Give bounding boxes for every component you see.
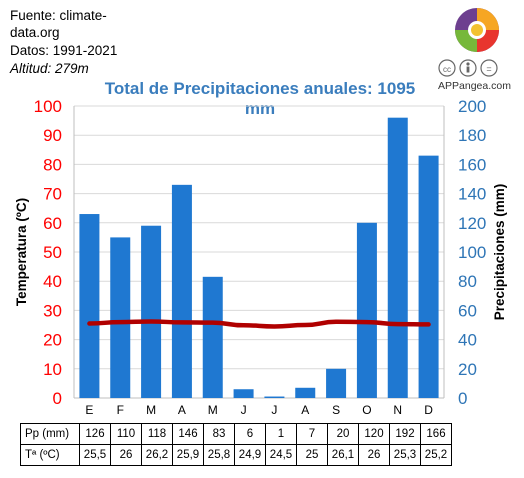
left-tick-label: 80 <box>43 155 62 174</box>
precip-bar <box>356 222 377 398</box>
cell-temp: 26,1 <box>327 444 359 466</box>
left-tick-label: 10 <box>43 360 62 379</box>
cell-pp: 110 <box>110 423 142 445</box>
month-label: J <box>271 403 277 417</box>
cell-pp: 146 <box>172 423 204 445</box>
right-tick-label: 100 <box>458 243 486 262</box>
month-label: N <box>393 403 402 417</box>
precip-bar <box>295 387 316 398</box>
cell-temp: 25,8 <box>203 444 235 466</box>
precip-bar <box>233 389 254 398</box>
source-line-2: data.org <box>10 25 60 40</box>
data-table: Pp (mm) 126 110 118 146 83 6 1 7 20 120 … <box>20 423 452 466</box>
left-tick-label: 100 <box>34 97 62 116</box>
right-tick-label: 200 <box>458 97 486 116</box>
header-pp: Pp (mm) <box>20 423 80 445</box>
month-label: A <box>301 403 309 417</box>
left-tick-label: 0 <box>53 389 62 408</box>
chart-title: Total de Precipitaciones anuales: 1095 m… <box>104 79 416 118</box>
precip-bar <box>79 214 100 398</box>
cell-temp: 25,5 <box>79 444 111 466</box>
right-tick-label: 20 <box>458 360 477 379</box>
month-label: J <box>241 403 247 417</box>
cell-pp: 118 <box>141 423 173 445</box>
left-tick-label: 20 <box>43 331 62 350</box>
right-tick-label: 140 <box>458 185 486 204</box>
precip-bar <box>110 237 131 398</box>
table-row-pp: Pp (mm) 126 110 118 146 83 6 1 7 20 120 … <box>20 423 452 445</box>
brand-label: APPangea.com <box>438 80 511 92</box>
month-label: M <box>208 403 218 417</box>
precip-bar <box>202 276 223 398</box>
precip-bar <box>387 117 408 399</box>
month-label: O <box>362 403 371 417</box>
month-label: F <box>117 403 124 417</box>
month-label: S <box>332 403 340 417</box>
right-tick-label: 160 <box>458 155 486 174</box>
cell-temp: 26 <box>110 444 142 466</box>
header-temp: Tª (ºC) <box>20 444 80 466</box>
cell-pp: 1 <box>265 423 297 445</box>
cell-pp: 20 <box>327 423 359 445</box>
right-tick-label: 40 <box>458 331 477 350</box>
cell-pp: 83 <box>203 423 235 445</box>
cell-temp: 26,2 <box>141 444 173 466</box>
left-tick-label: 30 <box>43 301 62 320</box>
month-label: A <box>178 403 186 417</box>
precip-bar <box>264 396 285 398</box>
temperature-line <box>87 319 431 329</box>
right-tick-label: 120 <box>458 214 486 233</box>
cell-temp: 26 <box>358 444 390 466</box>
altitude: Altitud: 279m <box>10 61 89 76</box>
month-label: D <box>424 403 433 417</box>
cell-temp: 24,5 <box>265 444 297 466</box>
cell-pp: 192 <box>389 423 421 445</box>
data-period: Datos: 1991-2021 <box>10 43 118 58</box>
left-tick-label: 70 <box>43 185 62 204</box>
left-axis-title: Temperatura (ºC) <box>14 198 29 306</box>
cell-temp: 24,9 <box>234 444 266 466</box>
cell-pp: 7 <box>296 423 328 445</box>
right-tick-label: 80 <box>458 272 477 291</box>
cell-temp: 25 <box>296 444 328 466</box>
right-tick-label: 180 <box>458 126 486 145</box>
source-line-1: Fuente: climate- <box>10 8 107 23</box>
precip-bar <box>418 155 439 398</box>
precip-bar <box>171 184 192 398</box>
month-label: E <box>85 403 93 417</box>
cell-temp: 25,3 <box>389 444 421 466</box>
right-tick-label: 60 <box>458 301 477 320</box>
cell-temp: 25,9 <box>172 444 204 466</box>
left-tick-label: 90 <box>43 126 62 145</box>
left-tick-label: 60 <box>43 214 62 233</box>
cell-temp: 25,2 <box>420 444 452 466</box>
right-axis-title: Precipitaciones (mm) <box>492 184 507 321</box>
left-tick-label: 40 <box>43 272 62 291</box>
right-tick-label: 0 <box>458 389 467 408</box>
cell-pp: 166 <box>420 423 452 445</box>
precip-bar <box>141 225 162 398</box>
table-row-temp: Tª (ºC) 25,5 26 26,2 25,9 25,8 24,9 24,5… <box>20 444 452 466</box>
left-tick-label: 50 <box>43 243 62 262</box>
cell-pp: 6 <box>234 423 266 445</box>
cell-pp: 120 <box>358 423 390 445</box>
month-label: M <box>146 403 156 417</box>
cell-pp: 126 <box>79 423 111 445</box>
precip-bar <box>326 368 347 398</box>
